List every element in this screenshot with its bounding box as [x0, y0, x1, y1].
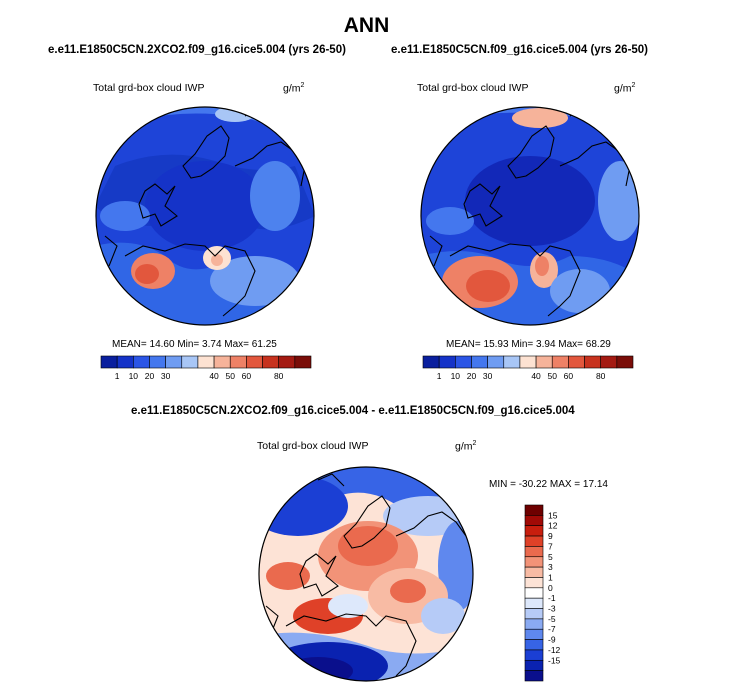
- diff-colorbar-box: [524, 504, 544, 516]
- panel-2-colorbar-tick-label: 1: [437, 371, 442, 381]
- diff-colorbar-tick-label: 9: [548, 531, 553, 541]
- panel-1-colorbar-box: [246, 355, 263, 369]
- panel-2-colorbar-tick-label: 20: [467, 371, 477, 381]
- panel-1-colorbar-box: [294, 355, 312, 369]
- panel-1-colorbar-box: [262, 355, 279, 369]
- panel-1-units-label: g/m2: [283, 82, 305, 95]
- diff-colorbar-tick-label: -12: [548, 645, 561, 655]
- diff-polar-map: [258, 466, 474, 682]
- panel-2-colorbar-box: [487, 355, 505, 369]
- panel-1-colorbar-tick-label: 80: [274, 371, 284, 381]
- panel-1-colorbar: 1 10 20 30 40 50 60 80: [100, 355, 312, 381]
- panel-1-case-title: e.e11.E1850C5CN.2XCO2.f09_g16.cice5.004 …: [48, 44, 346, 56]
- diff-colorbar-box: [524, 670, 544, 682]
- panel-1-colorbar-tick-label: 10: [129, 371, 139, 381]
- diff-colorbar-box: [524, 597, 544, 609]
- diff-colorbar-tick-label: -5: [548, 614, 556, 624]
- panel-1-colorbar-box: [116, 355, 134, 369]
- panel-1-colorbar-box: [197, 355, 215, 369]
- panel-1-colorbar-tick-label: 60: [242, 371, 252, 381]
- diff-colorbar-tick-label: -7: [548, 624, 556, 634]
- panel-2-colorbar-tick-label: 80: [596, 371, 606, 381]
- panel-2-colorbar-box: [535, 355, 553, 369]
- diff-colorbar-tick-label: -1: [548, 593, 556, 603]
- panel-2-colorbar: 1 10 20 30 40 50 60 80: [422, 355, 634, 381]
- diff-colorbar-tick-label: 15: [548, 510, 558, 520]
- diff-colorbar-tick-label: 7: [548, 541, 553, 551]
- diff-colorbar-tick-label: -15: [548, 655, 561, 665]
- panel-2-colorbar-box: [455, 355, 472, 369]
- diff-colorbar-box: [524, 525, 544, 537]
- diff-colorbar-box: [524, 618, 544, 630]
- diff-colorbar-box: [524, 608, 544, 620]
- diff-colorbar-box: [524, 577, 544, 589]
- diff-colorbar-tick-label: -3: [548, 604, 556, 614]
- diff-colorbar-box: [524, 649, 544, 661]
- panel-1-colorbar-tick-label: 1: [115, 371, 120, 381]
- panel-2-polar-map: [420, 106, 640, 326]
- panel-1-colorbar-tick-label: 40: [209, 371, 219, 381]
- panel-2-colorbar-tick-label: 50: [547, 371, 557, 381]
- diff-colorbar-box: [524, 515, 544, 527]
- diff-colorbar-tick-label: 3: [548, 562, 553, 572]
- panel-2-colorbar-box: [438, 355, 456, 369]
- panel-2-colorbar-tick-label: 30: [483, 371, 493, 381]
- panel-1-colorbar-box: [213, 355, 231, 369]
- diff-colorbar-tick-label: 0: [548, 583, 553, 593]
- panel-1-colorbar-box: [229, 355, 247, 369]
- panel-2-stats: MEAN= 15.93 Min= 3.94 Max= 68.29: [446, 339, 611, 350]
- panel-2-colorbar-box: [616, 355, 634, 369]
- panel-1-colorbar-tick-label: 20: [145, 371, 155, 381]
- diff-colorbar-box: [524, 639, 544, 651]
- panel-2-colorbar-box: [471, 355, 488, 369]
- diff-colorbar-tick-label: 5: [548, 552, 553, 562]
- panel-1-variable-label: Total grd-box cloud IWP: [93, 82, 205, 94]
- diff-case-title: e.e11.E1850C5CN.2XCO2.f09_g16.cice5.004 …: [131, 405, 575, 417]
- panel-1-colorbar-box: [149, 355, 166, 369]
- diff-colorbar-box: [524, 628, 544, 640]
- panel-2-units-label: g/m2: [614, 82, 636, 95]
- panel-1-stats: MEAN= 14.60 Min= 3.74 Max= 61.25: [112, 339, 277, 350]
- panel-2-colorbar-box: [568, 355, 585, 369]
- panel-1-colorbar-tick-label: 50: [225, 371, 235, 381]
- diff-colorbar-tick-label: 12: [548, 521, 558, 531]
- panel-2-colorbar-box: [551, 355, 569, 369]
- panel-1-polar-map: [95, 106, 315, 326]
- panel-2-colorbar-tick-label: 10: [451, 371, 461, 381]
- diff-colorbar-box: [524, 546, 544, 558]
- panel-1-colorbar-box: [165, 355, 183, 369]
- diff-stats: MIN = -30.22 MAX = 17.14: [489, 479, 608, 490]
- diff-colorbar-box: [524, 587, 544, 599]
- panel-2-colorbar-box: [584, 355, 601, 369]
- panel-1-colorbar-box: [100, 355, 118, 369]
- panel-2-colorbar-box: [503, 355, 521, 369]
- diff-colorbar-tick-label: 1: [548, 572, 553, 582]
- diff-colorbar-tick-label: -9: [548, 635, 556, 645]
- panel-2-colorbar-box: [600, 355, 618, 369]
- diff-colorbar-box: [524, 566, 544, 578]
- panel-2-colorbar-box: [519, 355, 537, 369]
- diff-colorbar-box: [524, 659, 544, 671]
- page-title: ANN: [343, 14, 390, 37]
- panel-2-colorbar-box: [422, 355, 440, 369]
- panel-1-colorbar-box: [133, 355, 150, 369]
- panel-1-colorbar-box: [278, 355, 296, 369]
- diff-units-label: g/m2: [455, 440, 477, 453]
- panel-2-colorbar-tick-label: 60: [564, 371, 574, 381]
- diff-colorbar-box: [524, 535, 544, 547]
- panel-1-colorbar-box: [181, 355, 199, 369]
- diff-variable-label: Total grd-box cloud IWP: [257, 440, 369, 452]
- panel-2-colorbar-tick-label: 40: [531, 371, 541, 381]
- panel-1-colorbar-tick-label: 30: [161, 371, 171, 381]
- panel-2-variable-label: Total grd-box cloud IWP: [417, 82, 529, 94]
- diff-colorbar-box: [524, 556, 544, 568]
- panel-2-case-title: e.e11.E1850C5CN.f09_g16.cice5.004 (yrs 2…: [391, 44, 649, 56]
